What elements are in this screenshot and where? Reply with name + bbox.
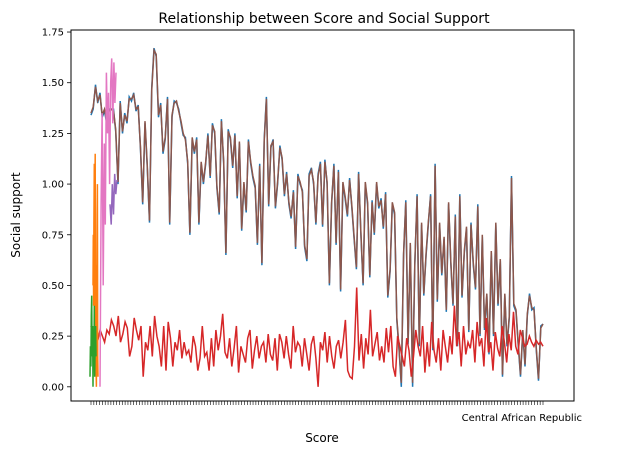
y-tick-label: 0.50 — [42, 281, 64, 292]
y-tick-label: 1.50 — [42, 78, 64, 89]
y-tick-label: 0.75 — [42, 230, 64, 241]
series-short-line-3 — [109, 173, 118, 225]
y-axis-label: Social support — [9, 172, 23, 258]
series-line-2 — [90, 287, 544, 387]
y-tick-label: 0.00 — [42, 382, 64, 393]
series-line-1 — [90, 47, 544, 383]
y-axis: 0.00 0.25 0.50 0.75 1.00 1.25 1.50 1.75 — [42, 28, 71, 393]
y-tick-label: 1.25 — [42, 129, 64, 140]
y-tick-label: 0.25 — [42, 332, 64, 343]
x-tick-label-last: Central African Republic — [462, 413, 582, 424]
y-tick-label: 1.75 — [42, 28, 64, 39]
chart-title: Relationship between Score and Social Su… — [158, 11, 490, 27]
x-axis: Central African Republic — [90, 401, 582, 424]
series-short-line-1 — [89, 295, 97, 387]
plot-frame — [70, 29, 575, 402]
plot-area — [89, 47, 544, 387]
x-axis-label: Score — [305, 431, 339, 445]
series-short-line-2 — [99, 58, 117, 387]
y-tick-label: 1.00 — [42, 180, 64, 191]
